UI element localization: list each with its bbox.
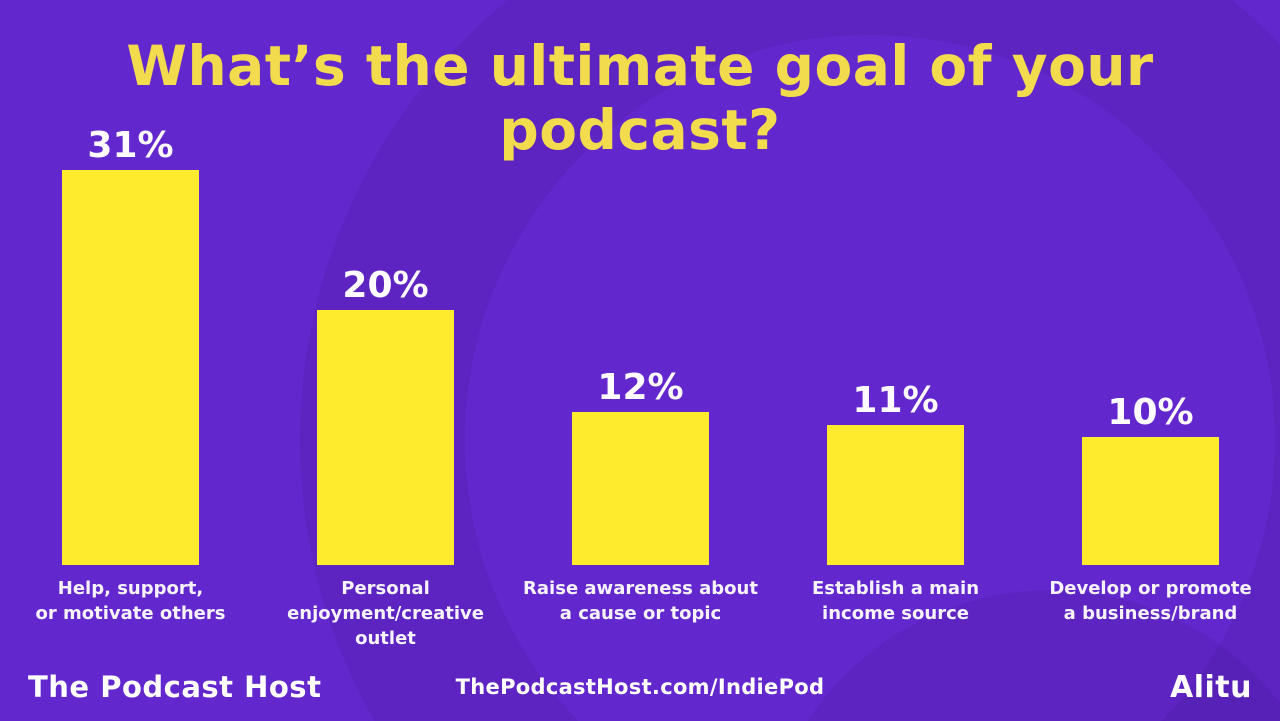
category-line: enjoyment/creative: [287, 602, 484, 624]
bar-value-label: 11%: [852, 380, 939, 421]
category-line: Raise awareness about: [523, 578, 758, 599]
bar-value-label: 12%: [597, 367, 684, 408]
footer: The Podcast Host ThePodcastHost.com/Indi…: [28, 666, 1252, 708]
bar-raise-awareness: [572, 412, 709, 565]
category-label-business-brand: Develop or promote a business/brand: [1023, 577, 1278, 627]
footer-url: ThePodcastHost.com/IndiePod: [455, 675, 825, 699]
bar-group-income-source: 11%: [768, 0, 1023, 565]
chart-title: What’s the ultimate goal of your podcast…: [126, 34, 1154, 162]
bar-group-help-support: 31%: [3, 0, 258, 565]
alitu-logo: Alitu: [1170, 669, 1252, 705]
category-line: Personal: [341, 578, 430, 599]
podcast-host-logo: The Podcast Host: [28, 670, 322, 704]
bar-personal-enjoyment: [317, 310, 454, 565]
bar-help-support: [62, 170, 199, 565]
category-label-income-source: Establish a main income source: [768, 577, 1023, 627]
category-label-raise-awareness: Raise awareness about a cause or topic: [513, 577, 768, 627]
category-line: outlet: [355, 627, 416, 649]
category-line: income source: [822, 602, 969, 624]
category-label-personal-enjoyment: Personal enjoyment/creative outlet: [258, 577, 513, 651]
bar-value-label: 10%: [1107, 392, 1194, 433]
category-line: or motivate others: [35, 602, 226, 624]
category-label-help-support: Help, support, or motivate others: [3, 577, 258, 627]
bar-business-brand: [1082, 437, 1219, 565]
category-line: Develop or promote: [1049, 578, 1252, 599]
category-line: a business/brand: [1063, 602, 1238, 624]
category-line: a cause or topic: [559, 602, 722, 624]
bar-income-source: [827, 425, 964, 565]
category-line: Help, support,: [57, 578, 204, 599]
category-line: Establish a main: [811, 578, 980, 599]
bar-value-label: 20%: [342, 265, 429, 306]
bar-group-raise-awareness: 12%: [513, 0, 768, 565]
bar-value-label: 31%: [87, 125, 174, 166]
bar-group-business-brand: 10%: [1023, 0, 1278, 565]
bar-group-personal-enjoyment: 20%: [258, 0, 513, 565]
